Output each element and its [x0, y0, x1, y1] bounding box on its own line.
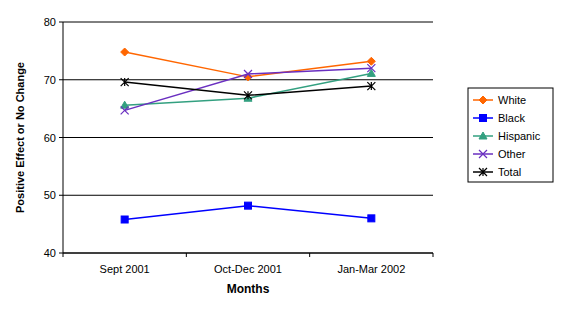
legend-box: [468, 88, 553, 182]
x-axis-label: Months: [227, 282, 270, 296]
data-point: [367, 64, 375, 72]
legend-marker: [479, 96, 487, 104]
legend-marker: [479, 168, 487, 176]
grid-line: [63, 137, 433, 138]
x-tick-label: Sept 2001: [100, 263, 150, 275]
x-tick-divider: [309, 253, 310, 257]
y-tick-label: 70: [44, 74, 56, 86]
data-point: [121, 216, 128, 223]
y-tick: [59, 253, 63, 254]
data-point: [121, 106, 129, 114]
series-line: [125, 73, 372, 105]
x-tick-divider: [433, 253, 434, 257]
data-point: [367, 82, 375, 90]
legend-marker: [479, 150, 487, 158]
y-axis: [63, 22, 64, 253]
y-axis-label: Positive Effect or No Change: [14, 62, 26, 213]
y-tick-label: 40: [44, 247, 56, 259]
x-tick-label: Oct-Dec 2001: [214, 263, 282, 275]
data-point: [244, 70, 252, 78]
x-tick-divider: [186, 253, 187, 257]
y-tick: [59, 22, 63, 23]
legend-label: Hispanic: [498, 130, 541, 142]
y-tick: [59, 195, 63, 196]
grid-line: [63, 253, 433, 254]
series-line: [125, 68, 372, 110]
y-tick: [59, 137, 63, 138]
data-point: [121, 48, 129, 56]
data-point: [367, 57, 375, 65]
legend-label: Black: [498, 112, 525, 124]
legend-label: White: [498, 94, 526, 106]
chart: 40 50 60 70 80 Sept 2001 Oct-Dec 2001 Jan-Mar 2…: [0, 0, 562, 312]
data-point: [245, 202, 252, 209]
grid-line: [63, 22, 433, 23]
legend-marker: [479, 132, 487, 139]
legend-label: Total: [498, 166, 521, 178]
y-tick-label: 60: [44, 132, 56, 144]
y-tick-label: 50: [44, 189, 56, 201]
y-tick: [59, 79, 63, 80]
x-axis: [63, 253, 433, 254]
grid-line: [63, 195, 433, 196]
legend-marker: [480, 115, 487, 122]
plot-area: [121, 48, 376, 223]
legend: White Black Hispanic Other Total: [468, 88, 553, 182]
data-point: [244, 91, 252, 99]
legend-label: Other: [498, 148, 526, 160]
x-tick-label: Jan-Mar 2002: [337, 263, 405, 275]
x-tick-divider: [63, 253, 64, 257]
data-point: [368, 215, 375, 222]
y-tick-label: 80: [44, 16, 56, 28]
data-point: [121, 78, 129, 86]
